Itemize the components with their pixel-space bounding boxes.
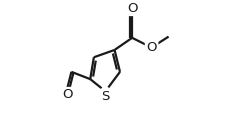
Text: O: O: [146, 41, 157, 54]
Text: O: O: [127, 2, 138, 14]
Text: O: O: [62, 88, 72, 101]
Text: O: O: [127, 2, 138, 14]
Text: O: O: [62, 88, 72, 101]
Text: S: S: [101, 90, 110, 103]
Text: O: O: [146, 41, 157, 54]
Text: S: S: [101, 90, 110, 103]
